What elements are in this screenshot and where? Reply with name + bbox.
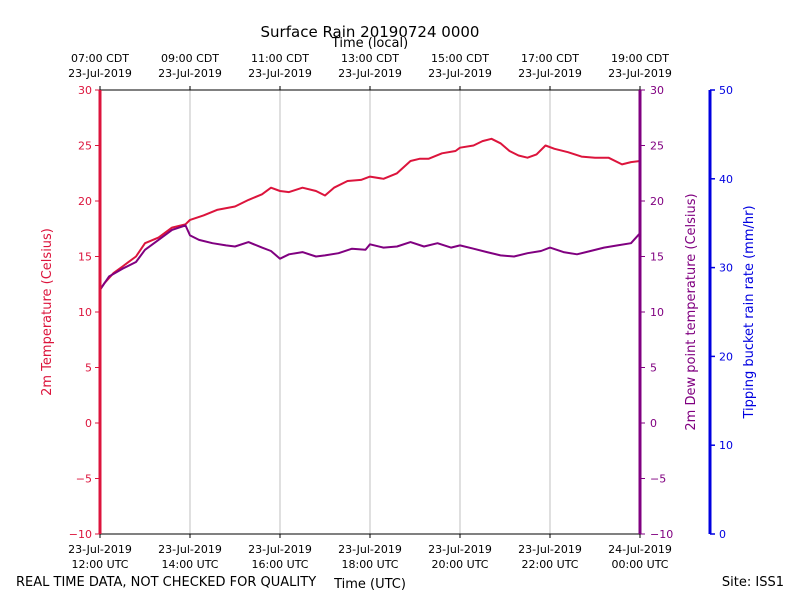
bottom-tick-date: 23-Jul-2019	[158, 543, 222, 556]
bottom-tick-date: 23-Jul-2019	[248, 543, 312, 556]
dewpoint-tick-label: 0	[650, 417, 657, 430]
rain-tick-label: 0	[719, 528, 726, 541]
bottom-tick-time: 14:00 UTC	[161, 558, 218, 571]
rain-tick-label: 50	[719, 84, 733, 97]
temperature-tick-label: 15	[78, 251, 92, 264]
top-tick-date: 23-Jul-2019	[68, 67, 132, 80]
top-tick-time: 19:00 CDT	[611, 52, 669, 65]
bottom-tick-date: 23-Jul-2019	[518, 543, 582, 556]
top-tick-date: 23-Jul-2019	[248, 67, 312, 80]
bottom-tick-time: 20:00 UTC	[431, 558, 488, 571]
quality-notice: REAL TIME DATA, NOT CHECKED FOR QUALITY	[16, 575, 317, 590]
top-tick-date: 23-Jul-2019	[518, 67, 582, 80]
rain-tick-label: 40	[719, 173, 733, 186]
temperature-tick-label: 10	[78, 306, 92, 319]
grid-layer	[189, 90, 551, 534]
temperature-tick-label: 5	[85, 362, 92, 375]
bottom-axis-label: Time (UTC)	[333, 577, 406, 592]
bottom-tick-date: 23-Jul-2019	[428, 543, 492, 556]
temperature-tick-label: −5	[76, 473, 92, 486]
series-line-temperature	[99, 137, 641, 291]
rain-tick-label: 10	[719, 439, 733, 452]
dewpoint-axis-label: 2m Dew point temperature (Celsius)	[684, 193, 699, 430]
dewpoint-tick-label: 30	[650, 84, 664, 97]
temperature-axis-label: 2m Temperature (Celsius)	[40, 228, 55, 396]
temperature-tick-label: 25	[78, 140, 92, 153]
bottom-tick-time: 00:00 UTC	[611, 558, 668, 571]
top-tick-time: 17:00 CDT	[521, 52, 579, 65]
dewpoint-tick-label: 20	[650, 195, 664, 208]
top-tick-date: 23-Jul-2019	[158, 67, 222, 80]
axes-layer	[98, 89, 712, 535]
dewpoint-tick-label: −5	[650, 473, 666, 486]
dewpoint-tick-label: 10	[650, 306, 664, 319]
top-tick-date: 23-Jul-2019	[608, 67, 672, 80]
bottom-tick-time: 16:00 UTC	[251, 558, 308, 571]
temperature-tick-label: 30	[78, 84, 92, 97]
temperature-tick-label: 0	[85, 417, 92, 430]
bottom-tick-date: 23-Jul-2019	[68, 543, 132, 556]
dewpoint-tick-label: −10	[650, 528, 673, 541]
dewpoint-tick-label: 5	[650, 362, 657, 375]
bottom-tick-date: 24-Jul-2019	[608, 543, 672, 556]
bottom-tick-time: 12:00 UTC	[71, 558, 128, 571]
bottom-tick-time: 22:00 UTC	[521, 558, 578, 571]
top-axis-label: Time (local)	[331, 36, 408, 51]
rain-axis-label: Tipping bucket rain rate (mm/hr)	[742, 205, 757, 419]
bottom-tick-time: 18:00 UTC	[341, 558, 398, 571]
rain-tick-label: 20	[719, 350, 733, 363]
top-tick-date: 23-Jul-2019	[428, 67, 492, 80]
top-tick-date: 23-Jul-2019	[338, 67, 402, 80]
top-tick-time: 13:00 CDT	[341, 52, 399, 65]
ticks-layer: 302520151050−5−10302520151050−5−10504030…	[40, 52, 757, 571]
dewpoint-tick-label: 25	[650, 140, 664, 153]
rain-tick-label: 30	[719, 262, 733, 275]
series-layer	[99, 137, 641, 291]
series-line-dewpoint	[99, 224, 641, 291]
chart-title: Surface Rain 20190724 0000	[261, 23, 480, 41]
temperature-tick-label: 20	[78, 195, 92, 208]
top-tick-time: 09:00 CDT	[161, 52, 219, 65]
site-label: Site: ISS1	[721, 575, 784, 590]
top-tick-time: 11:00 CDT	[251, 52, 309, 65]
dewpoint-tick-label: 15	[650, 251, 664, 264]
top-tick-time: 07:00 CDT	[71, 52, 129, 65]
temperature-tick-label: −10	[69, 528, 92, 541]
top-tick-time: 15:00 CDT	[431, 52, 489, 65]
bottom-tick-date: 23-Jul-2019	[338, 543, 402, 556]
